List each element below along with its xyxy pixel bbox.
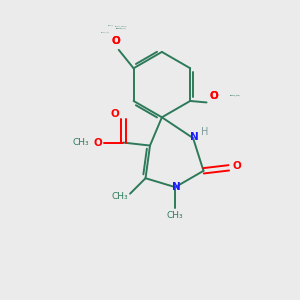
Text: methoxy_txt: methoxy_txt bbox=[101, 31, 110, 33]
Text: methoxy_ch3_2: methoxy_ch3_2 bbox=[230, 95, 241, 97]
Text: methoxy1: methoxy1 bbox=[116, 28, 124, 29]
Text: methoxy_txt2: methoxy_txt2 bbox=[230, 95, 239, 97]
Text: O: O bbox=[93, 138, 102, 148]
Text: O: O bbox=[210, 91, 218, 101]
Text: methoxy_label_ul: methoxy_label_ul bbox=[115, 26, 127, 27]
Text: O: O bbox=[233, 161, 242, 171]
Text: O: O bbox=[111, 109, 119, 119]
Text: N: N bbox=[172, 182, 181, 192]
Text: O: O bbox=[210, 91, 218, 101]
Text: methoxy: methoxy bbox=[108, 25, 114, 26]
Text: H: H bbox=[201, 127, 208, 136]
Text: methoxy_ch3_1: methoxy_ch3_1 bbox=[116, 27, 128, 29]
Text: O: O bbox=[112, 36, 121, 46]
Text: CH₃: CH₃ bbox=[111, 192, 128, 201]
Text: CH₃: CH₃ bbox=[73, 138, 89, 147]
Text: N: N bbox=[190, 132, 199, 142]
Text: CH₃: CH₃ bbox=[167, 211, 184, 220]
Text: O: O bbox=[112, 36, 121, 46]
